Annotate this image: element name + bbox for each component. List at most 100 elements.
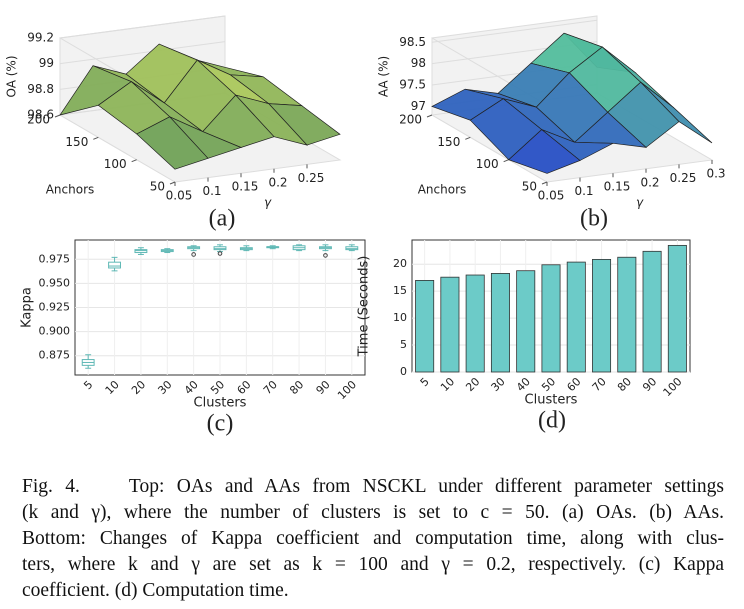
y-tick — [541, 181, 548, 185]
bar — [667, 244, 687, 373]
x-tick-label: 0.15 — [232, 180, 259, 194]
bar — [541, 264, 561, 373]
x-tick-label: 80 — [287, 378, 306, 397]
caption-line: Fig. 4. Top: OAs and AAs from NSCKL unde… — [22, 476, 724, 497]
x-tick-label: 0.15 — [604, 180, 631, 194]
y-tick-label: 0.900 — [39, 325, 71, 338]
x-tick-label: 0.1 — [202, 184, 221, 198]
x-tick-label: 100 — [335, 378, 359, 402]
y-tick — [169, 181, 176, 185]
x-tick-label: 70 — [590, 375, 609, 394]
x-tick-label: 50 — [539, 375, 558, 394]
y-tick-label: 50 — [522, 180, 537, 194]
z-grid-line — [59, 41, 226, 65]
outlier — [217, 251, 223, 256]
x-tick-label: 50 — [208, 378, 227, 397]
x-axis-label: γ — [636, 196, 644, 210]
y-tick-label: 150 — [65, 135, 88, 149]
x-tick-label: 60 — [564, 375, 583, 394]
x-tick-label: 10 — [438, 375, 457, 394]
x-tick-label: 30 — [489, 375, 508, 394]
x-tick-label: 0.2 — [268, 175, 287, 189]
x-tick-label: 70 — [261, 378, 280, 397]
z-tick-label: 97.5 — [399, 78, 426, 92]
x-tick-label: 10 — [103, 378, 122, 397]
y-tick-label: 100 — [104, 157, 127, 171]
z-tick-label: 98.6 — [27, 108, 54, 122]
caption-line: (k and γ), where the number of clusters … — [22, 502, 724, 523]
bar — [440, 276, 460, 373]
x-tick-label: 90 — [314, 378, 333, 397]
y-tick-label: 100 — [476, 157, 499, 171]
caption-line: ters, where k and γ are set as k = 100 a… — [22, 554, 724, 575]
panel-label: (a) — [209, 206, 236, 232]
y-axis-label: Time (Seconds) — [357, 256, 372, 358]
panel-label: (b) — [580, 206, 608, 232]
x-tick-label: 0.25 — [670, 171, 697, 185]
caption: Fig. 4. Top: OAs and AAs from NSCKL unde… — [22, 474, 724, 604]
box — [108, 261, 121, 269]
x-tick-label: 90 — [640, 375, 659, 394]
y-tick-label: 15 — [393, 284, 407, 297]
x-tick-label: 0.2 — [640, 175, 659, 189]
panel-label: (c) — [207, 411, 234, 437]
z-tick-label: 98.8 — [27, 82, 54, 96]
bar — [516, 270, 536, 373]
y-tick-label: 0.950 — [39, 276, 71, 289]
y-tick — [426, 114, 433, 118]
x-tick-label: 20 — [129, 378, 148, 397]
caption-line: coefficient. (d) Computation time. — [22, 580, 289, 601]
x-axis-label: Clusters — [525, 393, 578, 408]
y-tick-label: 200 — [399, 113, 422, 127]
y-axis-label: Anchors — [418, 183, 467, 197]
z-tick-label: 97 — [411, 99, 426, 113]
y-tick — [54, 114, 61, 118]
y-tick-label: 200 — [27, 113, 50, 127]
x-tick-label: 0.05 — [166, 189, 193, 203]
x-tick-label: 40 — [182, 378, 201, 397]
bar — [566, 261, 586, 373]
caption-line: Bottom: Changes of Kappa coefficient and… — [22, 528, 724, 549]
y-axis-label: Kappa — [20, 287, 35, 328]
y-tick-label: 50 — [150, 180, 165, 194]
x-tick-label: 0.25 — [298, 171, 325, 185]
y-tick — [93, 136, 99, 140]
x-axis-label: γ — [264, 196, 272, 210]
z-grid-line — [59, 15, 226, 39]
x-tick-label: 0.1 — [574, 184, 593, 198]
y-tick-label: 0.975 — [39, 252, 71, 265]
bar — [415, 280, 435, 373]
y-tick-label: 10 — [393, 311, 407, 324]
z-grid-line — [431, 19, 598, 43]
surface-patch — [136, 116, 209, 170]
y-tick-label: 150 — [437, 135, 460, 149]
y-tick-label: 0.925 — [39, 301, 71, 314]
x-tick-label: 60 — [235, 378, 254, 397]
y-tick — [465, 136, 471, 140]
z-axis-label: AA (%) — [377, 56, 391, 97]
panel-label: (d) — [538, 408, 566, 434]
outlier — [323, 253, 328, 258]
x-tick-label: 30 — [155, 378, 174, 397]
bar — [592, 258, 612, 373]
y-tick — [131, 159, 137, 163]
bar — [490, 273, 510, 373]
x-axis-label: Clusters — [194, 396, 247, 411]
y-axis-label: Anchors — [46, 183, 95, 197]
x-tick-label: 0.05 — [538, 189, 565, 203]
z-tick-label: 98.5 — [399, 35, 426, 49]
surface-patch — [508, 129, 581, 174]
outlier — [191, 252, 196, 257]
bar — [617, 256, 637, 373]
x-tick-label: 5 — [418, 375, 432, 389]
x-tick-label: 40 — [514, 375, 533, 394]
x-tick-label: 20 — [463, 375, 482, 394]
bar — [465, 274, 485, 373]
x-tick-label: 80 — [615, 375, 634, 394]
y-tick-label: 0 — [400, 365, 407, 378]
y-tick-label: 20 — [393, 257, 407, 270]
x-tick-label: 5 — [81, 378, 95, 392]
x-tick-label: 0.3 — [706, 167, 725, 181]
